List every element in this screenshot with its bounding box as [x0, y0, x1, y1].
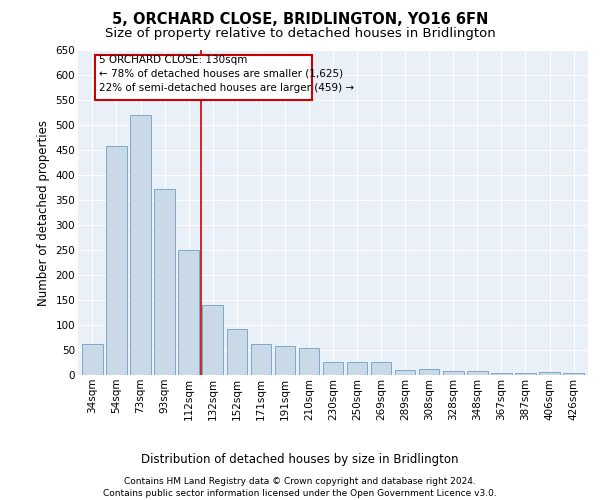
- Bar: [251, 344, 271, 375]
- Bar: [371, 362, 391, 375]
- Bar: [323, 362, 343, 375]
- Text: 5, ORCHARD CLOSE, BRIDLINGTON, YO16 6FN: 5, ORCHARD CLOSE, BRIDLINGTON, YO16 6FN: [112, 12, 488, 28]
- FancyBboxPatch shape: [95, 55, 312, 100]
- Bar: [539, 372, 560, 375]
- Text: Contains public sector information licensed under the Open Government Licence v3: Contains public sector information licen…: [103, 489, 497, 498]
- Bar: [275, 346, 295, 375]
- Bar: [106, 146, 127, 375]
- Text: Distribution of detached houses by size in Bridlington: Distribution of detached houses by size …: [141, 452, 459, 466]
- Bar: [467, 371, 488, 375]
- Text: 5 ORCHARD CLOSE: 130sqm
← 78% of detached houses are smaller (1,625)
22% of semi: 5 ORCHARD CLOSE: 130sqm ← 78% of detache…: [99, 55, 354, 93]
- Bar: [491, 372, 512, 375]
- Bar: [227, 328, 247, 375]
- Bar: [419, 369, 439, 375]
- Bar: [202, 305, 223, 375]
- Bar: [178, 250, 199, 375]
- Bar: [347, 362, 367, 375]
- Bar: [130, 115, 151, 375]
- Bar: [515, 372, 536, 375]
- Bar: [395, 370, 415, 375]
- Text: Size of property relative to detached houses in Bridlington: Size of property relative to detached ho…: [104, 28, 496, 40]
- Y-axis label: Number of detached properties: Number of detached properties: [37, 120, 50, 306]
- Text: Contains HM Land Registry data © Crown copyright and database right 2024.: Contains HM Land Registry data © Crown c…: [124, 478, 476, 486]
- Bar: [443, 371, 464, 375]
- Bar: [82, 344, 103, 375]
- Bar: [563, 372, 584, 375]
- Bar: [299, 348, 319, 375]
- Bar: [154, 189, 175, 375]
